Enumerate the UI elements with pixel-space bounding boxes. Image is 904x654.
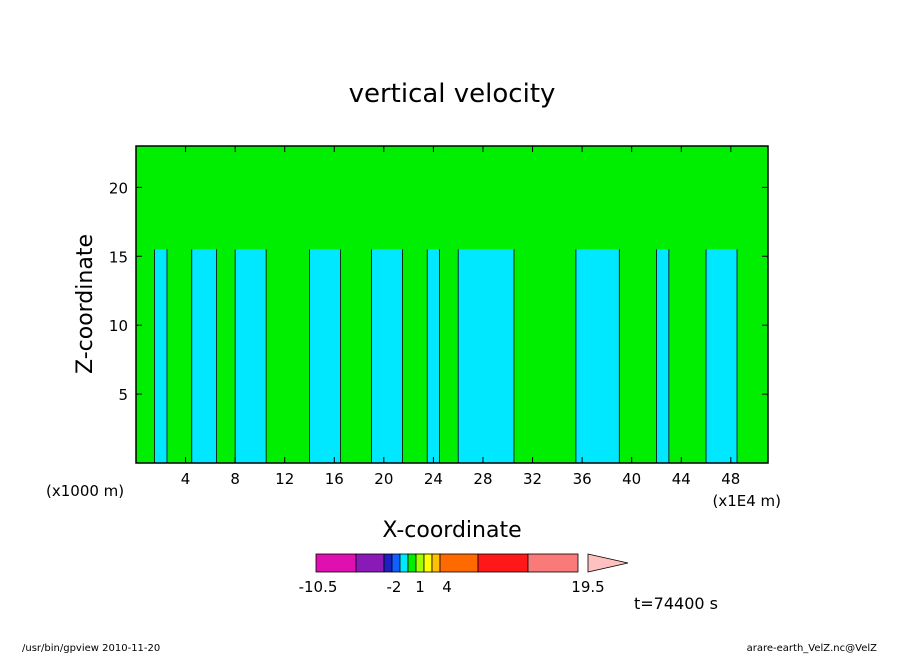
upward-velocity-region — [135, 145, 769, 464]
y-tick-label: 10 — [109, 317, 128, 335]
colorbar-swatch — [407, 553, 417, 573]
colorbar-tick-label: -10.5 — [299, 578, 338, 596]
colorbar-swatch — [527, 553, 579, 573]
colorbar-tick-label: 1 — [415, 578, 425, 596]
x-tick-label: 32 — [523, 470, 542, 488]
colorbar-swatch — [399, 553, 409, 573]
y-tick-label: 5 — [118, 386, 128, 404]
colorbar-tick-label: -2 — [387, 578, 402, 596]
plot-frame — [135, 145, 769, 464]
chart-title: vertical velocity — [349, 79, 556, 109]
y-tick-label: 15 — [109, 248, 128, 266]
time-label: t=74400 s — [634, 594, 718, 613]
x-tick-label: 16 — [325, 470, 344, 488]
x-tick-label: 44 — [672, 470, 691, 488]
x-tick-label: 48 — [721, 470, 740, 488]
x-tick-label: 8 — [230, 470, 240, 488]
x-tick-label: 20 — [374, 470, 393, 488]
footer-right: arare-earth_VelZ.nc@VelZ — [747, 643, 878, 654]
colorbar-swatch — [315, 553, 357, 573]
colorbar-swatch — [355, 553, 385, 573]
y-tick-label: 20 — [109, 179, 128, 197]
y-axis: 5 10 15 20 — [109, 179, 768, 404]
x-tick-label: 36 — [573, 470, 592, 488]
x-axis-label: X-coordinate — [382, 518, 521, 543]
colorbar-swatch — [431, 553, 441, 573]
colorbar — [315, 553, 629, 573]
colorbar-swatch — [477, 553, 529, 573]
x-unit-label: (x1E4 m) — [712, 492, 781, 510]
colorbar-tick-label: 19.5 — [571, 578, 604, 596]
colorbar-swatch — [383, 553, 393, 573]
colorbar-tick-label: 4 — [442, 578, 452, 596]
colorbar-swatch — [423, 553, 433, 573]
colorbar-swatch — [439, 553, 479, 573]
colorbar-swatch — [415, 553, 425, 573]
footer-left: /usr/bin/gpview 2010-11-20 — [22, 643, 160, 654]
colorbar-tick-labels: -10.5 -2 1 4 19.5 — [299, 578, 605, 596]
x-tick-label: 12 — [275, 470, 294, 488]
plot-area — [135, 145, 769, 464]
x-tick-label: 4 — [181, 470, 191, 488]
x-tick-label: 24 — [424, 470, 443, 488]
colorbar-swatch — [391, 553, 401, 573]
upward-top-band — [136, 146, 768, 250]
x-tick-label: 40 — [622, 470, 641, 488]
x-axis: 4 8 12 16 20 24 28 32 36 40 44 48 — [181, 146, 740, 488]
y-unit-label: (x1000 m) — [46, 482, 124, 500]
colorbar-arrow — [587, 553, 629, 573]
x-tick-label: 28 — [473, 470, 492, 488]
y-axis-label: Z-coordinate — [73, 234, 98, 374]
